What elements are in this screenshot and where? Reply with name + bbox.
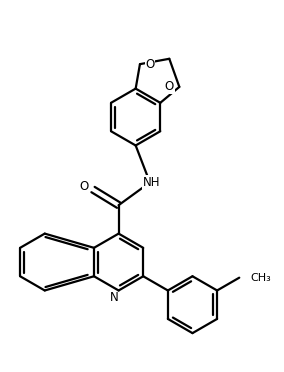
Text: CH₃: CH₃ bbox=[251, 273, 272, 283]
Text: O: O bbox=[165, 80, 174, 93]
Text: NH: NH bbox=[143, 176, 160, 189]
Text: O: O bbox=[145, 58, 154, 71]
Text: O: O bbox=[80, 180, 89, 193]
Text: N: N bbox=[110, 291, 119, 304]
